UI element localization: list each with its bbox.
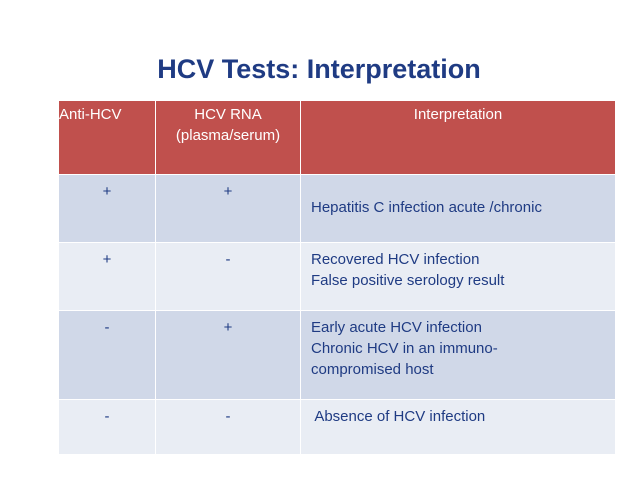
cell-hcv-rna: -	[155, 399, 301, 455]
interpretation-line: compromised host	[311, 361, 434, 378]
cell-interpretation: Early acute HCV infection Chronic HCV in…	[300, 310, 616, 400]
interpretation-line: False positive serology result	[311, 272, 505, 289]
header-interpretation: Interpretation	[300, 100, 616, 175]
interpretation-line: Recovered HCV infection	[311, 251, 480, 268]
cell-hcv-rna: -	[155, 242, 301, 311]
header-anti-hcv: Anti-HCV	[58, 100, 156, 175]
header-hcv-rna-label: HCV RNA	[194, 106, 262, 123]
slide-title: HCV Tests: Interpretation	[157, 54, 481, 84]
header-anti-hcv-label: Anti-HCV	[59, 106, 122, 123]
cell-anti-hcv: +	[58, 174, 156, 243]
header-interpretation-label: Interpretation	[413, 106, 503, 123]
interpretation-line: Chronic HCV in an immuno-	[311, 340, 498, 357]
table-row: - - Absence of HCV infection	[58, 399, 616, 455]
table-row: + - Recovered HCV infection False positi…	[58, 242, 616, 311]
header-hcv-rna-sublabel: (plasma/serum)	[175, 127, 281, 144]
table-header-row: Anti-HCV HCV RNA (plasma/serum) Interpre…	[58, 100, 616, 175]
interpretation-table: Anti-HCV HCV RNA (plasma/serum) Interpre…	[58, 100, 616, 455]
cell-interpretation: Absence of HCV infection	[300, 399, 616, 455]
interpretation-line: Hepatitis C infection acute /chronic	[311, 199, 542, 216]
cell-anti-hcv: +	[58, 242, 156, 311]
table-row: + + Hepatitis C infection acute /chronic	[58, 174, 616, 243]
cell-interpretation: Recovered HCV infection False positive s…	[300, 242, 616, 311]
cell-hcv-rna: +	[155, 174, 301, 243]
cell-interpretation: Hepatitis C infection acute /chronic	[300, 174, 616, 243]
cell-anti-hcv: -	[58, 399, 156, 455]
cell-hcv-rna: +	[155, 310, 301, 400]
header-hcv-rna: HCV RNA (plasma/serum)	[155, 100, 301, 175]
cell-anti-hcv: -	[58, 310, 156, 400]
table-row: - + Early acute HCV infection Chronic HC…	[58, 310, 616, 400]
interpretation-line: Early acute HCV infection	[311, 319, 482, 336]
interpretation-line: Absence of HCV infection	[311, 408, 486, 425]
